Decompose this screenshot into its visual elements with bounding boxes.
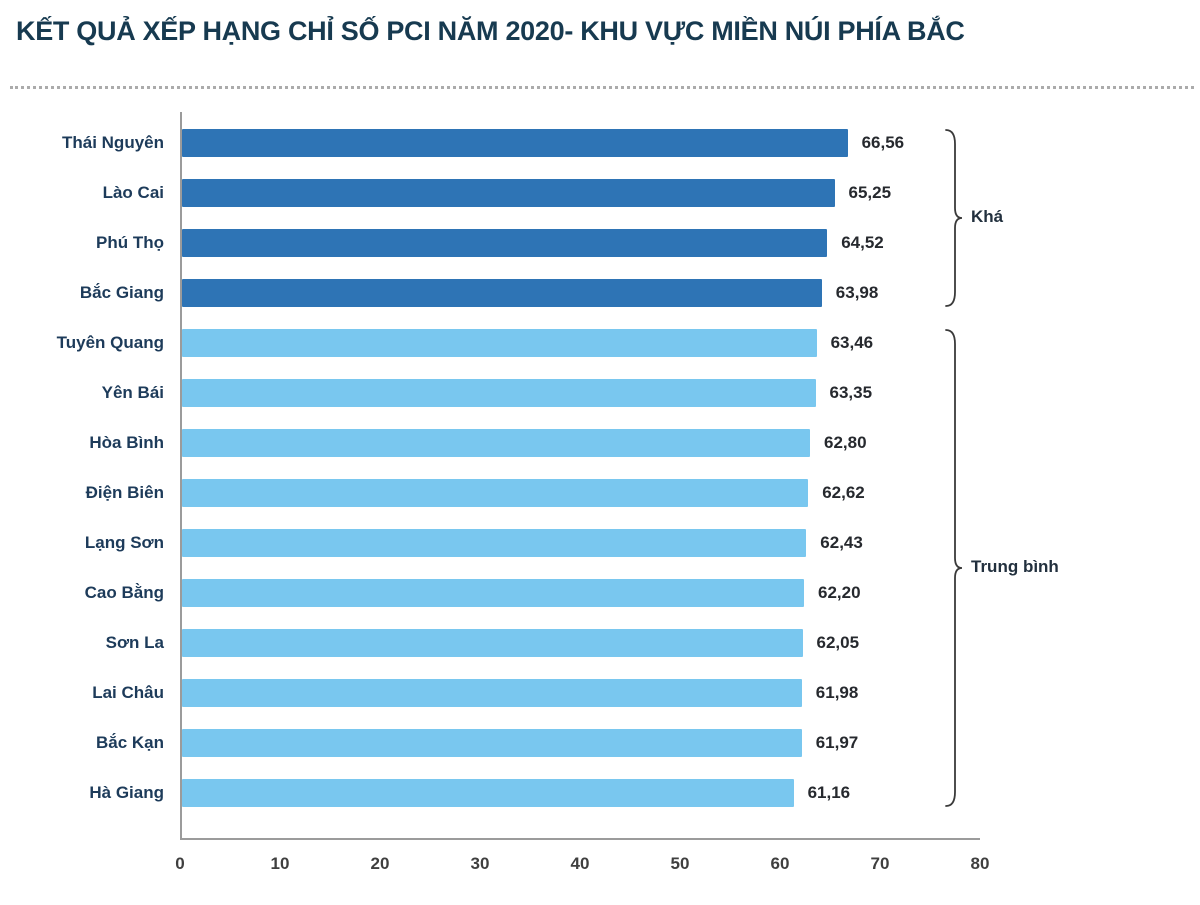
chart-title: KẾT QUẢ XẾP HẠNG CHỈ SỐ PCI NĂM 2020- KH… xyxy=(16,16,965,46)
category-label: Tuyên Quang xyxy=(56,333,164,352)
bar xyxy=(182,329,817,357)
dotted-divider xyxy=(10,86,1194,89)
bar-value-label: 63,46 xyxy=(830,333,874,352)
x-axis-tick-label: 0 xyxy=(175,854,185,873)
x-axis-labels: 0 10 20 30 40 50 60 70 80 xyxy=(175,848,989,882)
category-label: Lào Cai xyxy=(102,183,164,202)
bar xyxy=(182,579,804,607)
x-axis-tick-label: 60 xyxy=(770,854,790,873)
bar-value-label: 63,98 xyxy=(835,283,879,302)
bar xyxy=(182,229,828,257)
bar-value-label: 64,52 xyxy=(841,233,884,252)
group-label: Trung bình xyxy=(971,557,1059,576)
category-label: Thái Nguyên xyxy=(61,133,164,152)
bar xyxy=(182,429,810,457)
category-label: Yên Bái xyxy=(101,383,164,402)
category-label: Bắc Giang xyxy=(79,283,164,302)
plot-area: 66,56 65,25 64,52 63,98 63,46 63,35 62,80 62,62… xyxy=(180,112,1059,840)
bar xyxy=(182,379,816,407)
group-bracket xyxy=(945,329,963,812)
bar xyxy=(182,129,848,157)
x-axis-tick-label: 20 xyxy=(370,854,390,873)
category-label: Phú Thọ xyxy=(96,233,164,252)
bar xyxy=(182,629,803,657)
category-label: Hòa Bình xyxy=(89,433,164,452)
bar xyxy=(182,179,835,207)
bar-value-label: 62,20 xyxy=(818,583,861,602)
category-label: Lai Châu xyxy=(92,683,164,702)
bar-value-label: 65,25 xyxy=(848,183,892,202)
category-label: Điện Biên xyxy=(85,483,164,502)
category-label: Sơn La xyxy=(105,633,164,652)
bar xyxy=(182,279,822,307)
category-label: Lạng Sơn xyxy=(84,533,164,552)
bar-value-label: 62,05 xyxy=(816,633,860,652)
category-label: Cao Bằng xyxy=(84,583,164,602)
group-label: Khá xyxy=(971,207,1004,226)
bar-value-label: 63,35 xyxy=(829,383,873,402)
category-label: Bắc Kạn xyxy=(95,733,164,752)
bar-value-label: 61,16 xyxy=(807,783,851,802)
x-axis-tick-label: 40 xyxy=(570,854,590,873)
bar xyxy=(182,529,807,557)
bar-value-label: 62,80 xyxy=(824,433,867,452)
x-axis-tick-label: 50 xyxy=(670,854,690,873)
group-bracket xyxy=(945,129,963,312)
bar xyxy=(182,779,794,807)
bar-value-label: 61,97 xyxy=(815,733,859,752)
bar xyxy=(182,729,802,757)
category-labels: Thái Nguyên Lào Cai Phú Thọ Bắc Giang Tuyên … xyxy=(0,112,172,840)
x-axis-tick-label: 30 xyxy=(470,854,490,873)
x-axis-tick-label: 10 xyxy=(270,854,290,873)
bar-value-label: 61,98 xyxy=(815,683,859,702)
category-label: Hà Giang xyxy=(89,783,164,802)
bar-value-label: 66,56 xyxy=(861,133,905,152)
bar xyxy=(182,679,802,707)
bar-value-label: 62,43 xyxy=(820,533,863,552)
bar xyxy=(182,479,809,507)
bar-value-label: 62,62 xyxy=(822,483,865,502)
x-axis-tick-label: 80 xyxy=(970,854,990,873)
x-axis-tick-label: 70 xyxy=(870,854,890,873)
